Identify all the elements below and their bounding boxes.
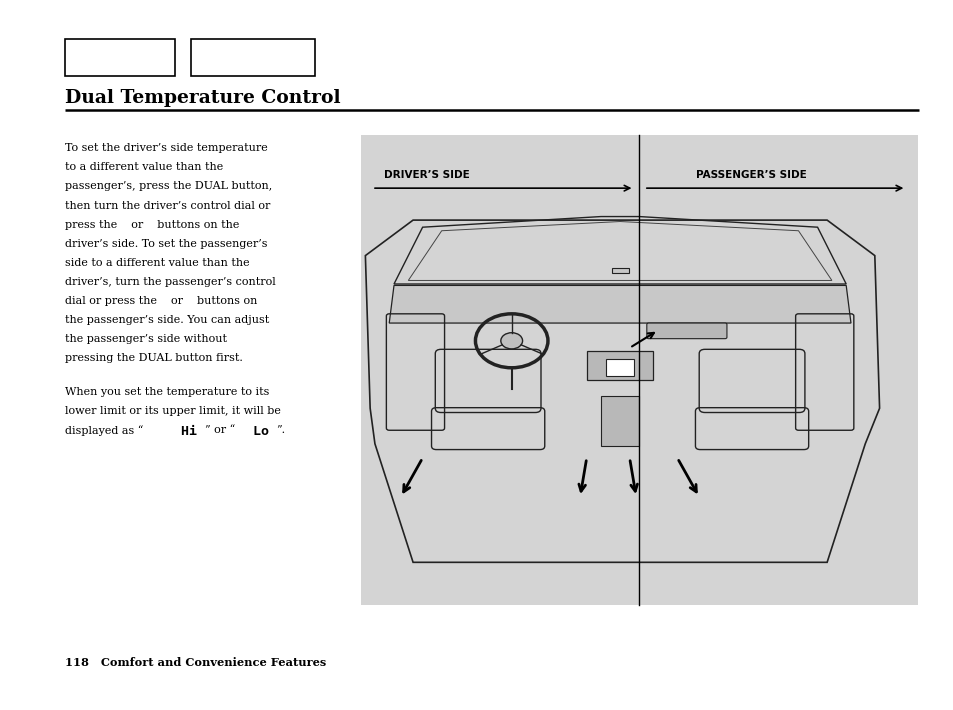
FancyBboxPatch shape	[611, 268, 628, 273]
Text: passenger’s, press the DUAL button,: passenger’s, press the DUAL button,	[65, 182, 272, 192]
Text: Lo: Lo	[245, 425, 277, 438]
Text: displayed as “: displayed as “	[65, 425, 143, 436]
Text: side to a different value than the: side to a different value than the	[65, 258, 250, 268]
Text: Hi: Hi	[172, 425, 205, 438]
FancyBboxPatch shape	[646, 323, 726, 339]
Text: dial or press the    or    buttons on: dial or press the or buttons on	[65, 295, 257, 305]
Circle shape	[500, 333, 522, 349]
Text: to a different value than the: to a different value than the	[65, 163, 223, 173]
Polygon shape	[389, 285, 850, 323]
Text: then turn the driver’s control dial or: then turn the driver’s control dial or	[65, 200, 270, 210]
Text: DRIVER’S SIDE: DRIVER’S SIDE	[384, 170, 470, 180]
Text: the passenger’s side without: the passenger’s side without	[65, 334, 227, 344]
Text: ” or “: ” or “	[205, 425, 235, 435]
Text: the passenger’s side. You can adjust: the passenger’s side. You can adjust	[65, 315, 269, 324]
FancyBboxPatch shape	[65, 39, 174, 76]
FancyBboxPatch shape	[605, 359, 634, 376]
Text: To set the driver’s side temperature: To set the driver’s side temperature	[65, 143, 268, 153]
FancyBboxPatch shape	[191, 39, 314, 76]
Text: ”.: ”.	[276, 425, 286, 435]
FancyBboxPatch shape	[586, 351, 653, 380]
Text: driver’s, turn the passenger’s control: driver’s, turn the passenger’s control	[65, 277, 275, 287]
Text: When you set the temperature to its: When you set the temperature to its	[65, 387, 269, 397]
Text: pressing the DUAL button first.: pressing the DUAL button first.	[65, 353, 242, 363]
Text: 118   Comfort and Convenience Features: 118 Comfort and Convenience Features	[65, 657, 326, 668]
FancyBboxPatch shape	[360, 135, 917, 605]
Text: lower limit or its upper limit, it will be: lower limit or its upper limit, it will …	[65, 406, 280, 416]
Text: press the    or    buttons on the: press the or buttons on the	[65, 219, 239, 229]
Text: PASSENGER’S SIDE: PASSENGER’S SIDE	[696, 170, 806, 180]
FancyBboxPatch shape	[600, 396, 639, 446]
Text: Dual Temperature Control: Dual Temperature Control	[65, 89, 340, 107]
Text: driver’s side. To set the passenger’s: driver’s side. To set the passenger’s	[65, 239, 267, 248]
